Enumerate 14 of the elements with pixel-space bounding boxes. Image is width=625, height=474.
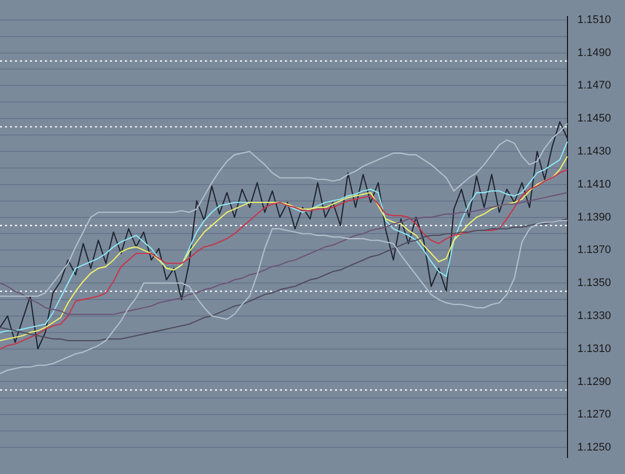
y-tick-label: 1.1490 (577, 46, 612, 59)
y-tick-label: 1.1350 (577, 277, 612, 290)
y-tick-label: 1.1310 (577, 342, 612, 355)
y-tick-label: 1.1470 (577, 80, 612, 92)
y-tick-label: 1.1330 (577, 310, 612, 322)
y-tick-label: 1.1430 (577, 146, 612, 158)
y-tick-label: 1.1510 (577, 14, 612, 26)
y-tick-label: 1.1390 (577, 211, 612, 224)
y-tick-label: 1.1290 (577, 376, 612, 388)
y-tick-label: 1.1370 (577, 244, 612, 256)
y-tick-label: 1.1410 (577, 178, 612, 190)
y-tick-label: 1.1270 (577, 408, 612, 421)
y-tick-label: 1.1250 (577, 442, 612, 454)
y-tick-label: 1.1450 (577, 112, 612, 125)
